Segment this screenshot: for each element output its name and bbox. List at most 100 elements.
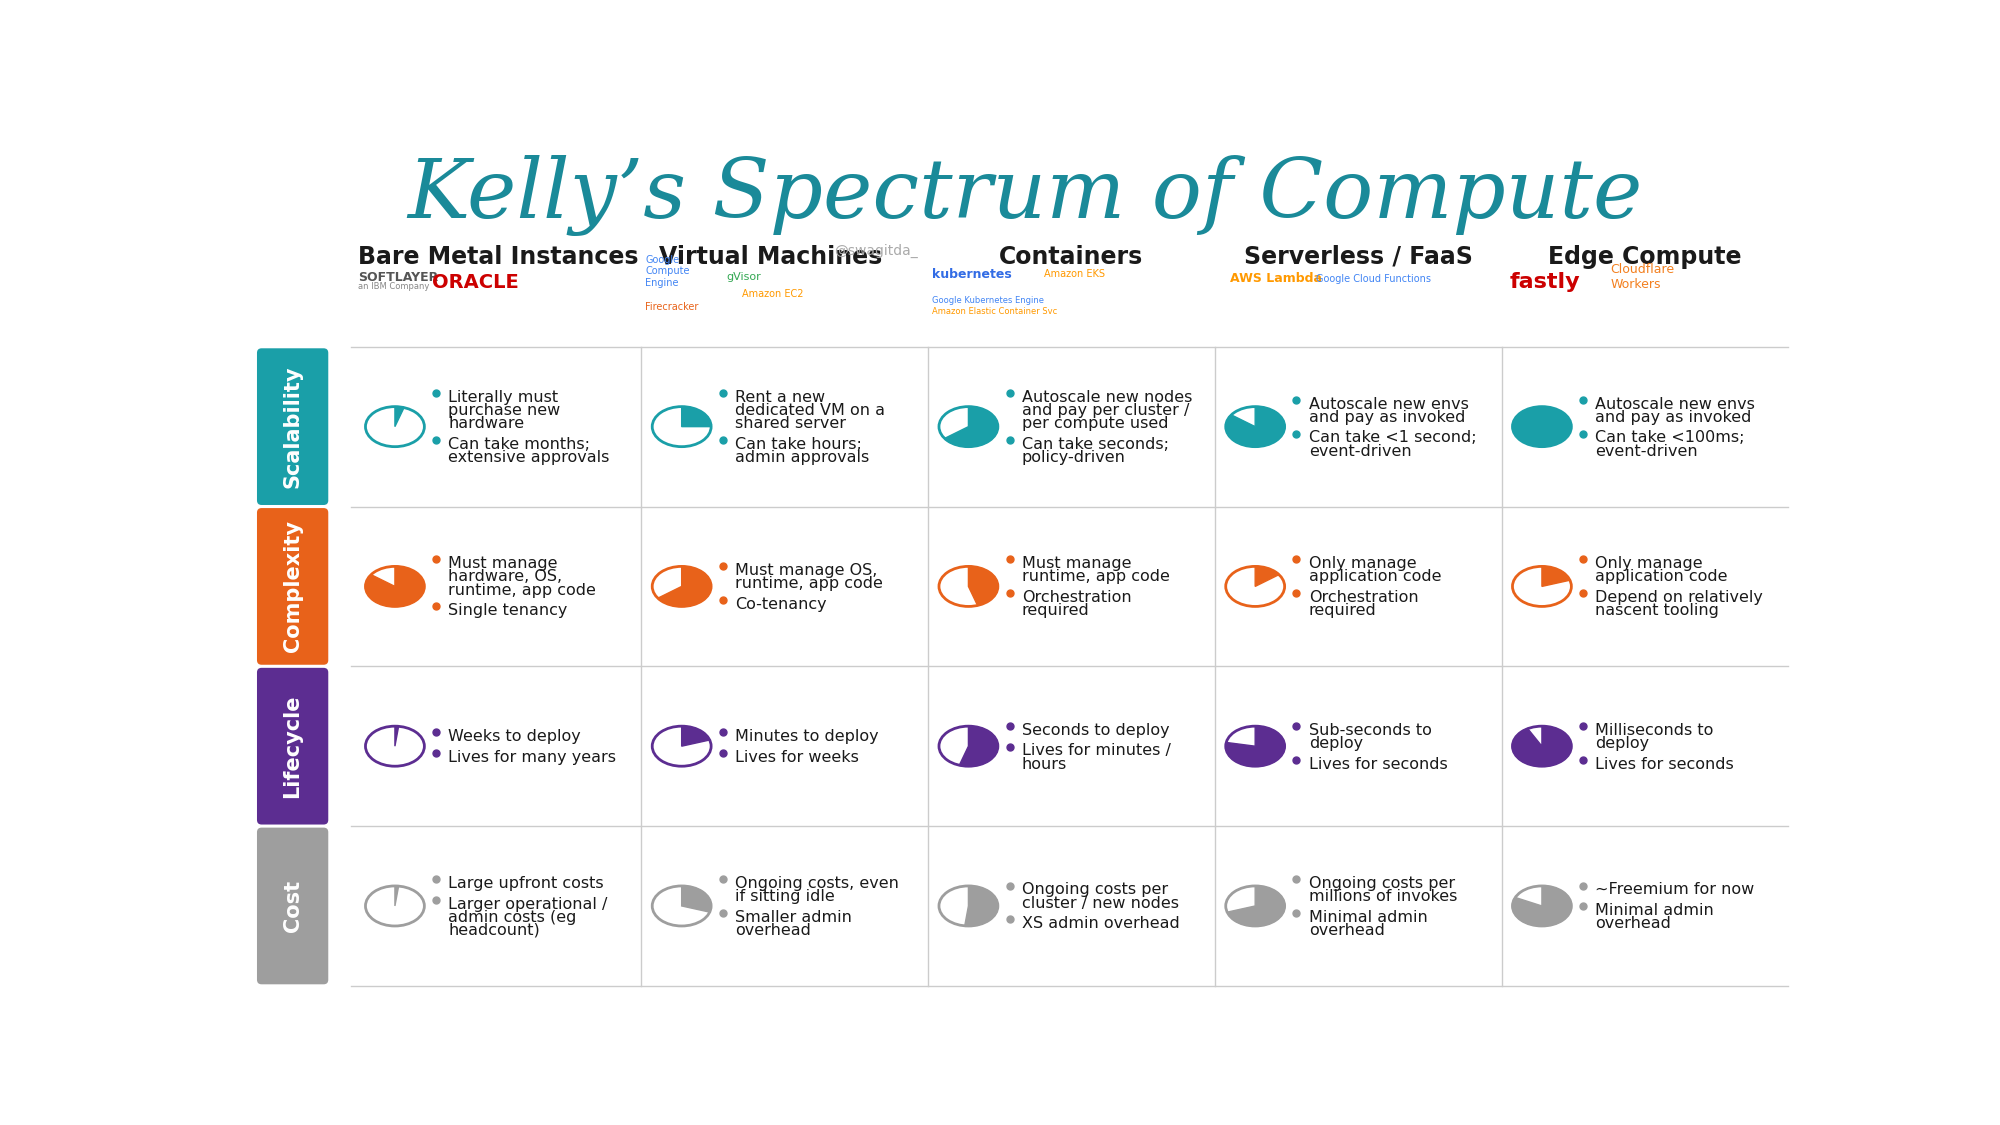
Text: runtime, app code: runtime, app code	[736, 576, 884, 591]
Text: Must manage: Must manage	[448, 557, 558, 572]
Text: hours: hours	[1022, 757, 1068, 772]
Text: if sitting idle: if sitting idle	[736, 889, 834, 904]
Polygon shape	[682, 406, 712, 426]
Text: Large upfront costs: Large upfront costs	[448, 876, 604, 891]
Text: required: required	[1022, 603, 1090, 619]
Polygon shape	[658, 566, 712, 606]
Polygon shape	[1228, 886, 1284, 926]
Polygon shape	[1512, 886, 1572, 926]
Polygon shape	[682, 886, 712, 912]
Text: XS admin overhead: XS admin overhead	[1022, 917, 1180, 931]
Text: Rent a new: Rent a new	[736, 390, 826, 405]
Text: Sub-seconds to: Sub-seconds to	[1308, 722, 1432, 738]
Text: Google
Compute
Engine: Google Compute Engine	[646, 254, 690, 288]
Text: Ongoing costs per: Ongoing costs per	[1308, 876, 1454, 891]
Text: overhead: overhead	[1308, 922, 1384, 938]
Text: and pay as invoked: and pay as invoked	[1596, 410, 1752, 425]
Text: admin approvals: admin approvals	[736, 450, 870, 465]
Text: Lives for many years: Lives for many years	[448, 750, 616, 765]
Text: and pay per cluster /: and pay per cluster /	[1022, 403, 1190, 418]
Text: nascent tooling: nascent tooling	[1596, 603, 1720, 619]
Text: overhead: overhead	[736, 922, 812, 938]
Text: Weeks to deploy: Weeks to deploy	[448, 729, 582, 745]
Text: event-driven: event-driven	[1596, 443, 1698, 459]
Text: deploy: deploy	[1596, 736, 1650, 750]
Polygon shape	[366, 566, 424, 606]
FancyBboxPatch shape	[256, 349, 328, 505]
Text: runtime, app code: runtime, app code	[448, 583, 596, 597]
Text: runtime, app code: runtime, app code	[1022, 569, 1170, 585]
Text: AWS Lambda: AWS Lambda	[1230, 272, 1322, 286]
Text: Larger operational /: Larger operational /	[448, 897, 608, 911]
Text: Autoscale new nodes: Autoscale new nodes	[1022, 390, 1192, 405]
Polygon shape	[394, 726, 398, 746]
Polygon shape	[394, 406, 404, 426]
Text: ~Freemium for now: ~Freemium for now	[1596, 882, 1754, 898]
Text: Co-tenancy: Co-tenancy	[736, 596, 826, 612]
Text: and pay as invoked: and pay as invoked	[1308, 410, 1466, 425]
Text: Minimal admin: Minimal admin	[1596, 903, 1714, 918]
Text: Virtual Machines: Virtual Machines	[660, 244, 882, 269]
Text: kubernetes: kubernetes	[932, 268, 1012, 281]
Text: per compute used: per compute used	[1022, 416, 1168, 431]
Text: Amazon EKS: Amazon EKS	[1044, 269, 1106, 279]
Text: Lifecycle: Lifecycle	[282, 694, 302, 798]
Text: Autoscale new envs: Autoscale new envs	[1596, 397, 1756, 412]
Text: Ongoing costs, even: Ongoing costs, even	[736, 876, 900, 891]
Text: event-driven: event-driven	[1308, 443, 1412, 459]
Text: Cost: Cost	[282, 880, 302, 931]
Text: SOFTLAYER: SOFTLAYER	[358, 271, 438, 284]
Text: Amazon EC2: Amazon EC2	[742, 289, 804, 299]
Text: shared server: shared server	[736, 416, 846, 431]
Text: Containers: Containers	[1000, 244, 1144, 269]
Text: Lives for seconds: Lives for seconds	[1308, 757, 1448, 772]
FancyBboxPatch shape	[256, 508, 328, 665]
Text: deploy: deploy	[1308, 736, 1362, 750]
Text: fastly: fastly	[1510, 272, 1580, 292]
Polygon shape	[968, 566, 998, 605]
Polygon shape	[960, 726, 998, 766]
Text: required: required	[1308, 603, 1376, 619]
Text: Only manage: Only manage	[1308, 557, 1416, 572]
Ellipse shape	[1512, 406, 1572, 447]
Text: Literally must: Literally must	[448, 390, 558, 405]
Text: admin costs (eg: admin costs (eg	[448, 910, 576, 925]
Text: policy-driven: policy-driven	[1022, 450, 1126, 465]
Text: an IBM Company: an IBM Company	[358, 282, 430, 291]
Text: Seconds to deploy: Seconds to deploy	[1022, 722, 1170, 738]
Text: Smaller admin: Smaller admin	[736, 910, 852, 925]
Polygon shape	[1226, 406, 1284, 447]
Text: Depend on relatively: Depend on relatively	[1596, 591, 1764, 605]
Text: @swagitda_: @swagitda_	[834, 243, 918, 258]
Polygon shape	[682, 726, 710, 746]
Text: hardware, OS,: hardware, OS,	[448, 569, 562, 585]
Polygon shape	[1542, 566, 1570, 586]
Text: headcount): headcount)	[448, 922, 540, 938]
Text: Can take seconds;: Can take seconds;	[1022, 436, 1168, 452]
Text: Complexity: Complexity	[282, 521, 302, 652]
Text: Lives for seconds: Lives for seconds	[1596, 757, 1734, 772]
Text: Edge Compute: Edge Compute	[1548, 244, 1742, 269]
Text: Autoscale new envs: Autoscale new envs	[1308, 397, 1468, 412]
Text: application code: application code	[1596, 569, 1728, 585]
Text: Lives for weeks: Lives for weeks	[736, 750, 860, 765]
Polygon shape	[1512, 726, 1572, 766]
FancyBboxPatch shape	[256, 668, 328, 825]
Text: Cloudflare
Workers: Cloudflare Workers	[1610, 263, 1674, 291]
Text: dedicated VM on a: dedicated VM on a	[736, 403, 886, 418]
Text: overhead: overhead	[1596, 917, 1672, 931]
Text: Lives for minutes /: Lives for minutes /	[1022, 744, 1170, 758]
Polygon shape	[1226, 726, 1284, 766]
Polygon shape	[1256, 566, 1280, 586]
Text: extensive approvals: extensive approvals	[448, 450, 610, 465]
Text: Single tenancy: Single tenancy	[448, 603, 568, 619]
Text: Milliseconds to: Milliseconds to	[1596, 722, 1714, 738]
Text: gVisor: gVisor	[726, 272, 762, 282]
Text: Google Cloud Functions: Google Cloud Functions	[1316, 274, 1430, 284]
Text: Can take <1 second;: Can take <1 second;	[1308, 431, 1476, 446]
Text: Minimal admin: Minimal admin	[1308, 910, 1428, 925]
Text: Must manage: Must manage	[1022, 557, 1132, 572]
Text: cluster / new nodes: cluster / new nodes	[1022, 896, 1178, 910]
Text: Can take <100ms;: Can take <100ms;	[1596, 431, 1744, 446]
Text: Scalability: Scalability	[282, 366, 302, 488]
